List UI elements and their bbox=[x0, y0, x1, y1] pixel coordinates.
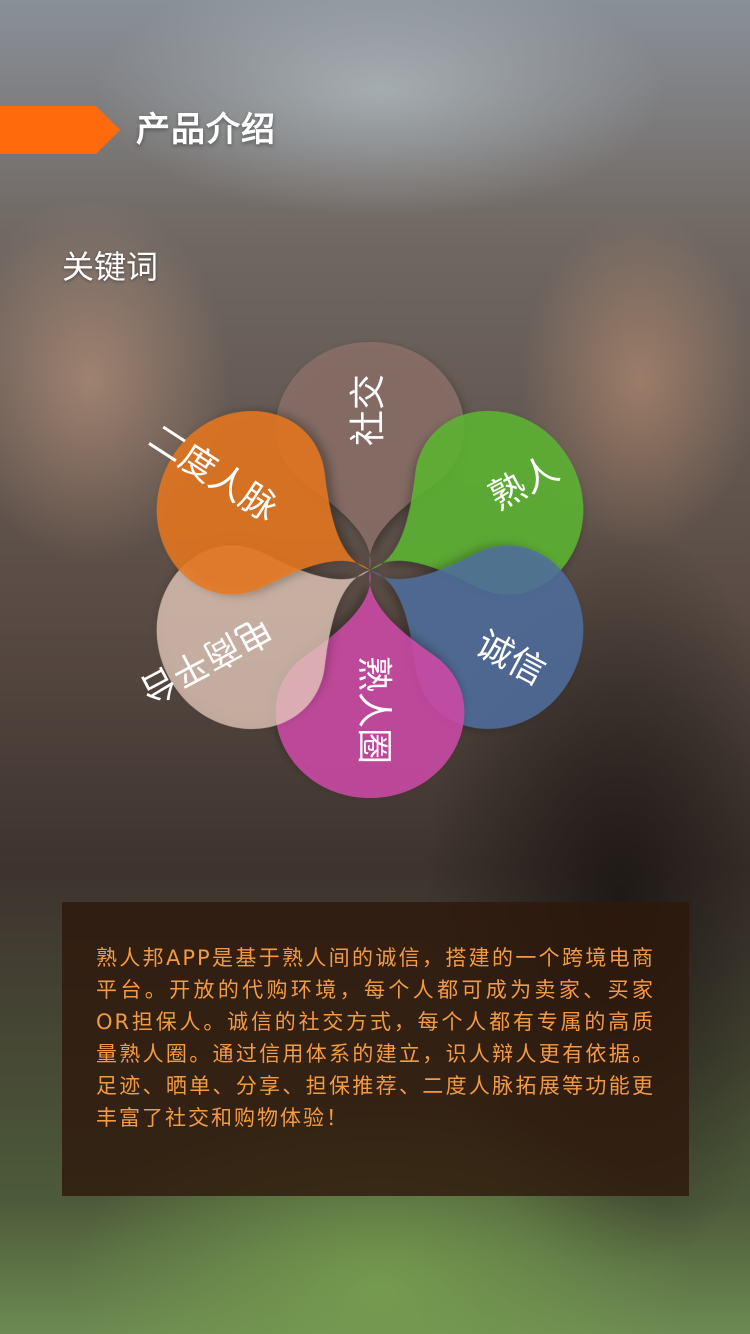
description-text: 熟人邦APP是基于熟人间的诚信，搭建的一个跨境电商平台。开放的代购环境，每个人都… bbox=[96, 946, 655, 1130]
header-arrow-icon bbox=[96, 106, 120, 154]
header-accent-bar bbox=[0, 106, 96, 154]
description-panel: 熟人邦APP是基于熟人间的诚信，搭建的一个跨境电商平台。开放的代购环境，每个人都… bbox=[62, 902, 689, 1196]
petal-label-social: 社交 bbox=[348, 374, 389, 446]
keywords-label: 关键词 bbox=[62, 248, 159, 286]
section-title: 产品介绍 bbox=[136, 110, 276, 150]
petal-label-acquaintance-circle: 熟人圈 bbox=[353, 656, 394, 764]
